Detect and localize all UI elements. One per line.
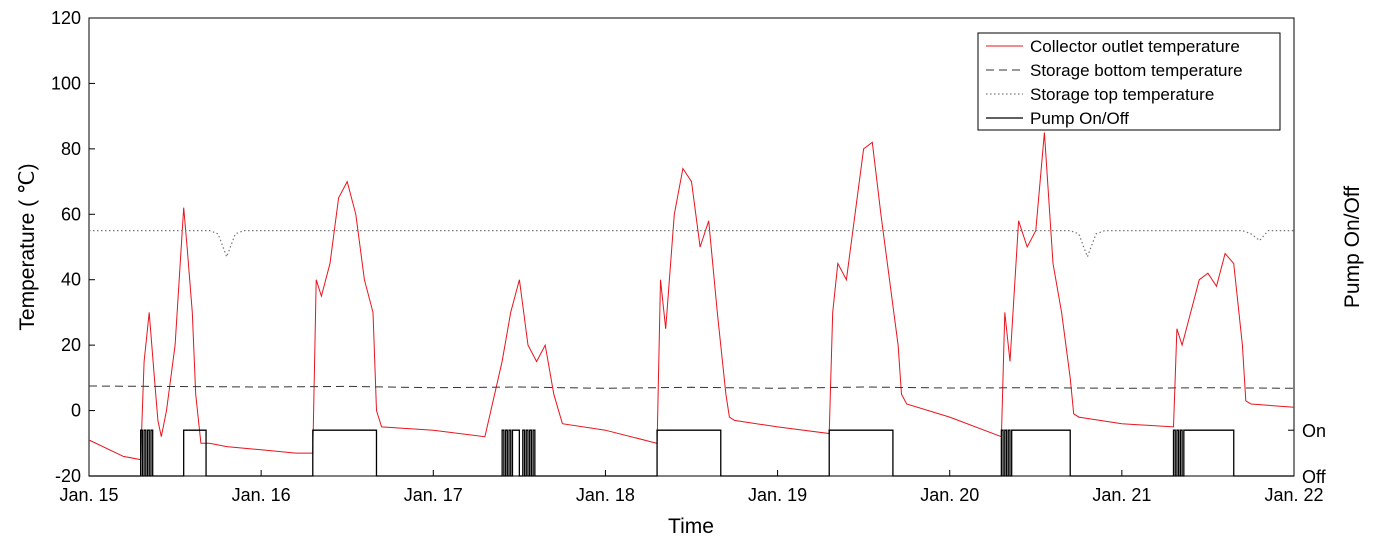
y2-axis-label: Pump On/Off <box>1341 186 1364 308</box>
y2-tick-label: On <box>1302 421 1326 441</box>
y-tick-label: 100 <box>51 73 81 93</box>
series-line-2 <box>88 385 1295 389</box>
plot-frame <box>88 17 1295 477</box>
x-axis-ticks: Jan. 15 Jan. 16 Jan. 17 Jan. 18 Jan. 19 Jan. … <box>59 470 1324 505</box>
x-tick-label: Jan. 22 <box>1264 485 1323 505</box>
legend-entry-label: Storage top temperature <box>1030 85 1214 104</box>
x-tick-label: Jan. 21 <box>1092 485 1151 505</box>
x-tick-label: Jan. 17 <box>404 485 463 505</box>
x-tick-label: Jan. 18 <box>576 485 635 505</box>
x-tick-label: Jan. 15 <box>59 485 118 505</box>
series-line-1 <box>88 132 1295 461</box>
legend: Collector outlet temperature Storage bott… <box>977 32 1281 131</box>
series-layer <box>88 132 1295 477</box>
y-tick-label: 0 <box>71 401 81 421</box>
y-tick-label: 60 <box>61 204 81 224</box>
y2-axis-ticks: On Off <box>1288 421 1327 487</box>
legend-box <box>977 32 1281 131</box>
x-tick-label: Jan. 20 <box>920 485 979 505</box>
y2-tick-label: Off <box>1302 467 1327 487</box>
series-line-3 <box>89 230 1294 259</box>
x-tick-label: Jan. 19 <box>748 485 807 505</box>
series-line-4 <box>89 429 1294 477</box>
legend-entry-label: Storage bottom temperature <box>1030 61 1243 80</box>
y-tick-label: 120 <box>51 8 81 28</box>
y-axis-ticks: -20 0 20 40 60 80 100 120 <box>51 8 95 486</box>
y-axis-label: Temperature ( ℃) <box>16 163 39 330</box>
legend-entry-label: Pump On/Off <box>1030 109 1129 128</box>
x-tick-label: Jan. 16 <box>232 485 291 505</box>
y-tick-label: 40 <box>61 270 81 290</box>
x-axis-label: Time <box>668 515 714 538</box>
y-tick-label: 80 <box>61 139 81 159</box>
y-tick-label: 20 <box>61 335 81 355</box>
y-tick-label: -20 <box>55 466 81 486</box>
legend-entry-label: Collector outlet temperature <box>1030 37 1240 56</box>
